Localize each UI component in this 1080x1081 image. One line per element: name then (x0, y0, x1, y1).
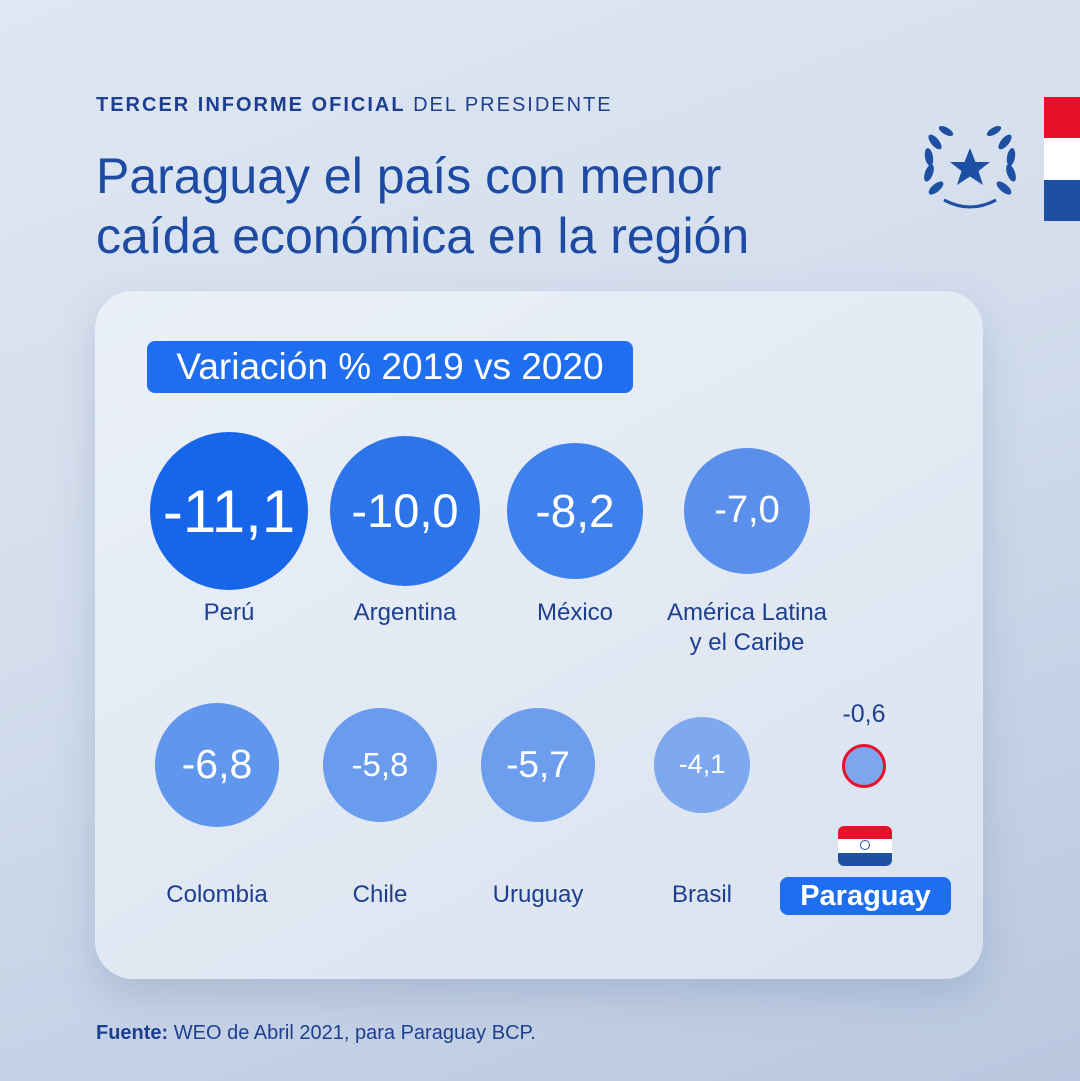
bubble-3: -7,0 (684, 448, 810, 574)
paraguay-flag-icon (838, 826, 892, 866)
bubble-0: -11,1 (150, 432, 308, 590)
source-note: Fuente: WEO de Abril 2021, para Paraguay… (96, 1022, 536, 1045)
chart-subtitle: Variación % 2019 vs 2020 (147, 341, 633, 393)
latam-label-line-2: y el Caribe (689, 629, 805, 656)
bubble-value-4: -6,8 (181, 741, 253, 788)
source-label: Fuente: (96, 1022, 169, 1044)
flag-blue-band (1044, 179, 1080, 221)
bubble-value-0: -11,1 (162, 477, 296, 545)
bubble-6: -5,7 (481, 708, 595, 822)
eyebrow: TERCER INFORME OFICIAL DEL PRESIDENTE (96, 94, 613, 117)
paraguay-value: -0,6 (842, 700, 886, 728)
bubble-value-3: -7,0 (714, 489, 780, 532)
country-label-7: Brasil (671, 881, 732, 908)
chart-card (95, 291, 983, 979)
flag-strip (1044, 97, 1080, 221)
flag-white-band (1044, 138, 1080, 180)
source-text: WEO de Abril 2021, para Paraguay BCP. (173, 1022, 536, 1044)
country-label-1: Argentina (353, 599, 457, 626)
paraguay-label: Paraguay (780, 877, 951, 915)
bubble-5: -5,8 (322, 707, 438, 823)
country-label-2: México (536, 599, 614, 626)
title-line-1: Paraguay el país con menor (96, 148, 722, 204)
eyebrow-rest: DEL PRESIDENTE (413, 94, 613, 116)
bubble-value-6: -5,7 (506, 743, 570, 785)
country-label-6: Uruguay (492, 881, 584, 908)
page-title: Paraguay el país con menor caída económi… (96, 146, 896, 266)
title-line-2: caída económica en la región (96, 208, 750, 264)
laurel-star-emblem-icon (924, 125, 1016, 209)
flag-red-band (1044, 97, 1080, 139)
bubble-value-1: -10,0 (351, 484, 459, 538)
eyebrow-strong: TERCER INFORME OFICIAL (96, 94, 406, 116)
bubble-value-2: -8,2 (535, 484, 615, 537)
latam-label-line-1: América Latina (666, 599, 828, 626)
country-label-0: Perú (203, 599, 255, 626)
paraguay-bubble (842, 744, 886, 788)
country-label-5: Chile (352, 881, 408, 908)
country-label-4: Colombia (166, 881, 268, 908)
bubble-7: -4,1 (653, 716, 750, 813)
bubble-value-7: -4,1 (678, 749, 726, 780)
country-label-latam: América Latina y el Caribe (632, 598, 862, 658)
bubble-2: -8,2 (507, 443, 643, 579)
bubble-1: -10,0 (330, 436, 480, 586)
bubble-4: -6,8 (155, 703, 279, 827)
bubble-value-5: -5,8 (351, 745, 409, 783)
